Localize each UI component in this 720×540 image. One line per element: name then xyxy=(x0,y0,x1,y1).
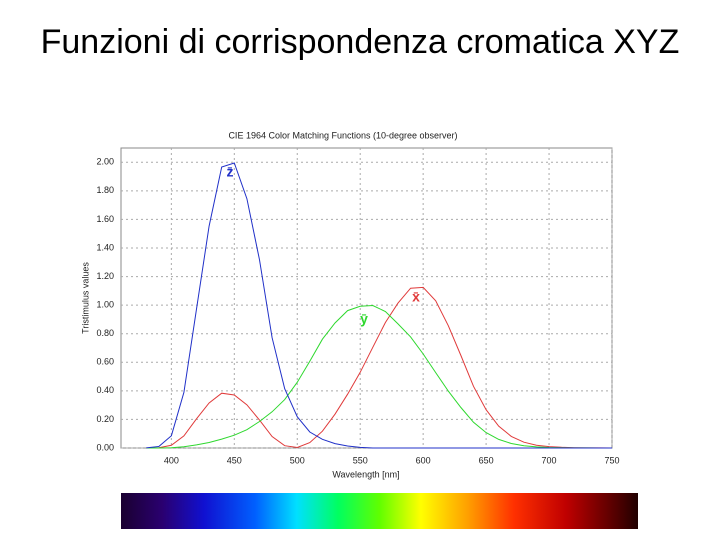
x-tick-label: 450 xyxy=(227,455,242,465)
slide-title: Funzioni di corrispondenza cromatica XYZ xyxy=(40,23,680,61)
x-tick-label: 600 xyxy=(416,455,431,465)
x-tick-label: 650 xyxy=(479,455,494,465)
x-tick-label: 700 xyxy=(542,455,557,465)
series-line xyxy=(146,162,612,449)
x-tick-label: 750 xyxy=(604,455,619,465)
series-line xyxy=(146,304,612,449)
chart-title: CIE 1964 Color Matching Functions (10-de… xyxy=(228,130,457,140)
y-tick-label: 0.20 xyxy=(96,414,114,424)
y-tick-label: 1.40 xyxy=(96,242,114,252)
plot-area xyxy=(120,147,613,449)
x-axis-label: Wavelength [nm] xyxy=(332,469,399,479)
y-tick-label: 0.00 xyxy=(96,442,114,452)
x-tick-label: 550 xyxy=(353,455,368,465)
y-tick-label: 0.60 xyxy=(96,357,114,367)
legend-label: z̄ xyxy=(227,164,234,180)
x-tick-label: 500 xyxy=(290,455,305,465)
y-tick-label: 1.00 xyxy=(96,300,114,310)
series-line xyxy=(146,286,613,449)
legend-label: x̄ xyxy=(412,289,420,305)
y-tick-label: 1.80 xyxy=(96,185,114,195)
x-tick-label: 400 xyxy=(164,455,179,465)
y-tick-label: 0.40 xyxy=(96,385,114,395)
spectrum-bar xyxy=(121,493,638,529)
legend-label: ȳ xyxy=(360,311,368,327)
y-tick-label: 1.20 xyxy=(96,271,114,281)
y-axis-label: Tristimulus values xyxy=(80,262,90,334)
y-tick-label: 1.60 xyxy=(96,214,114,224)
y-tick-label: 2.00 xyxy=(96,157,114,167)
y-tick-label: 0.80 xyxy=(96,328,114,338)
